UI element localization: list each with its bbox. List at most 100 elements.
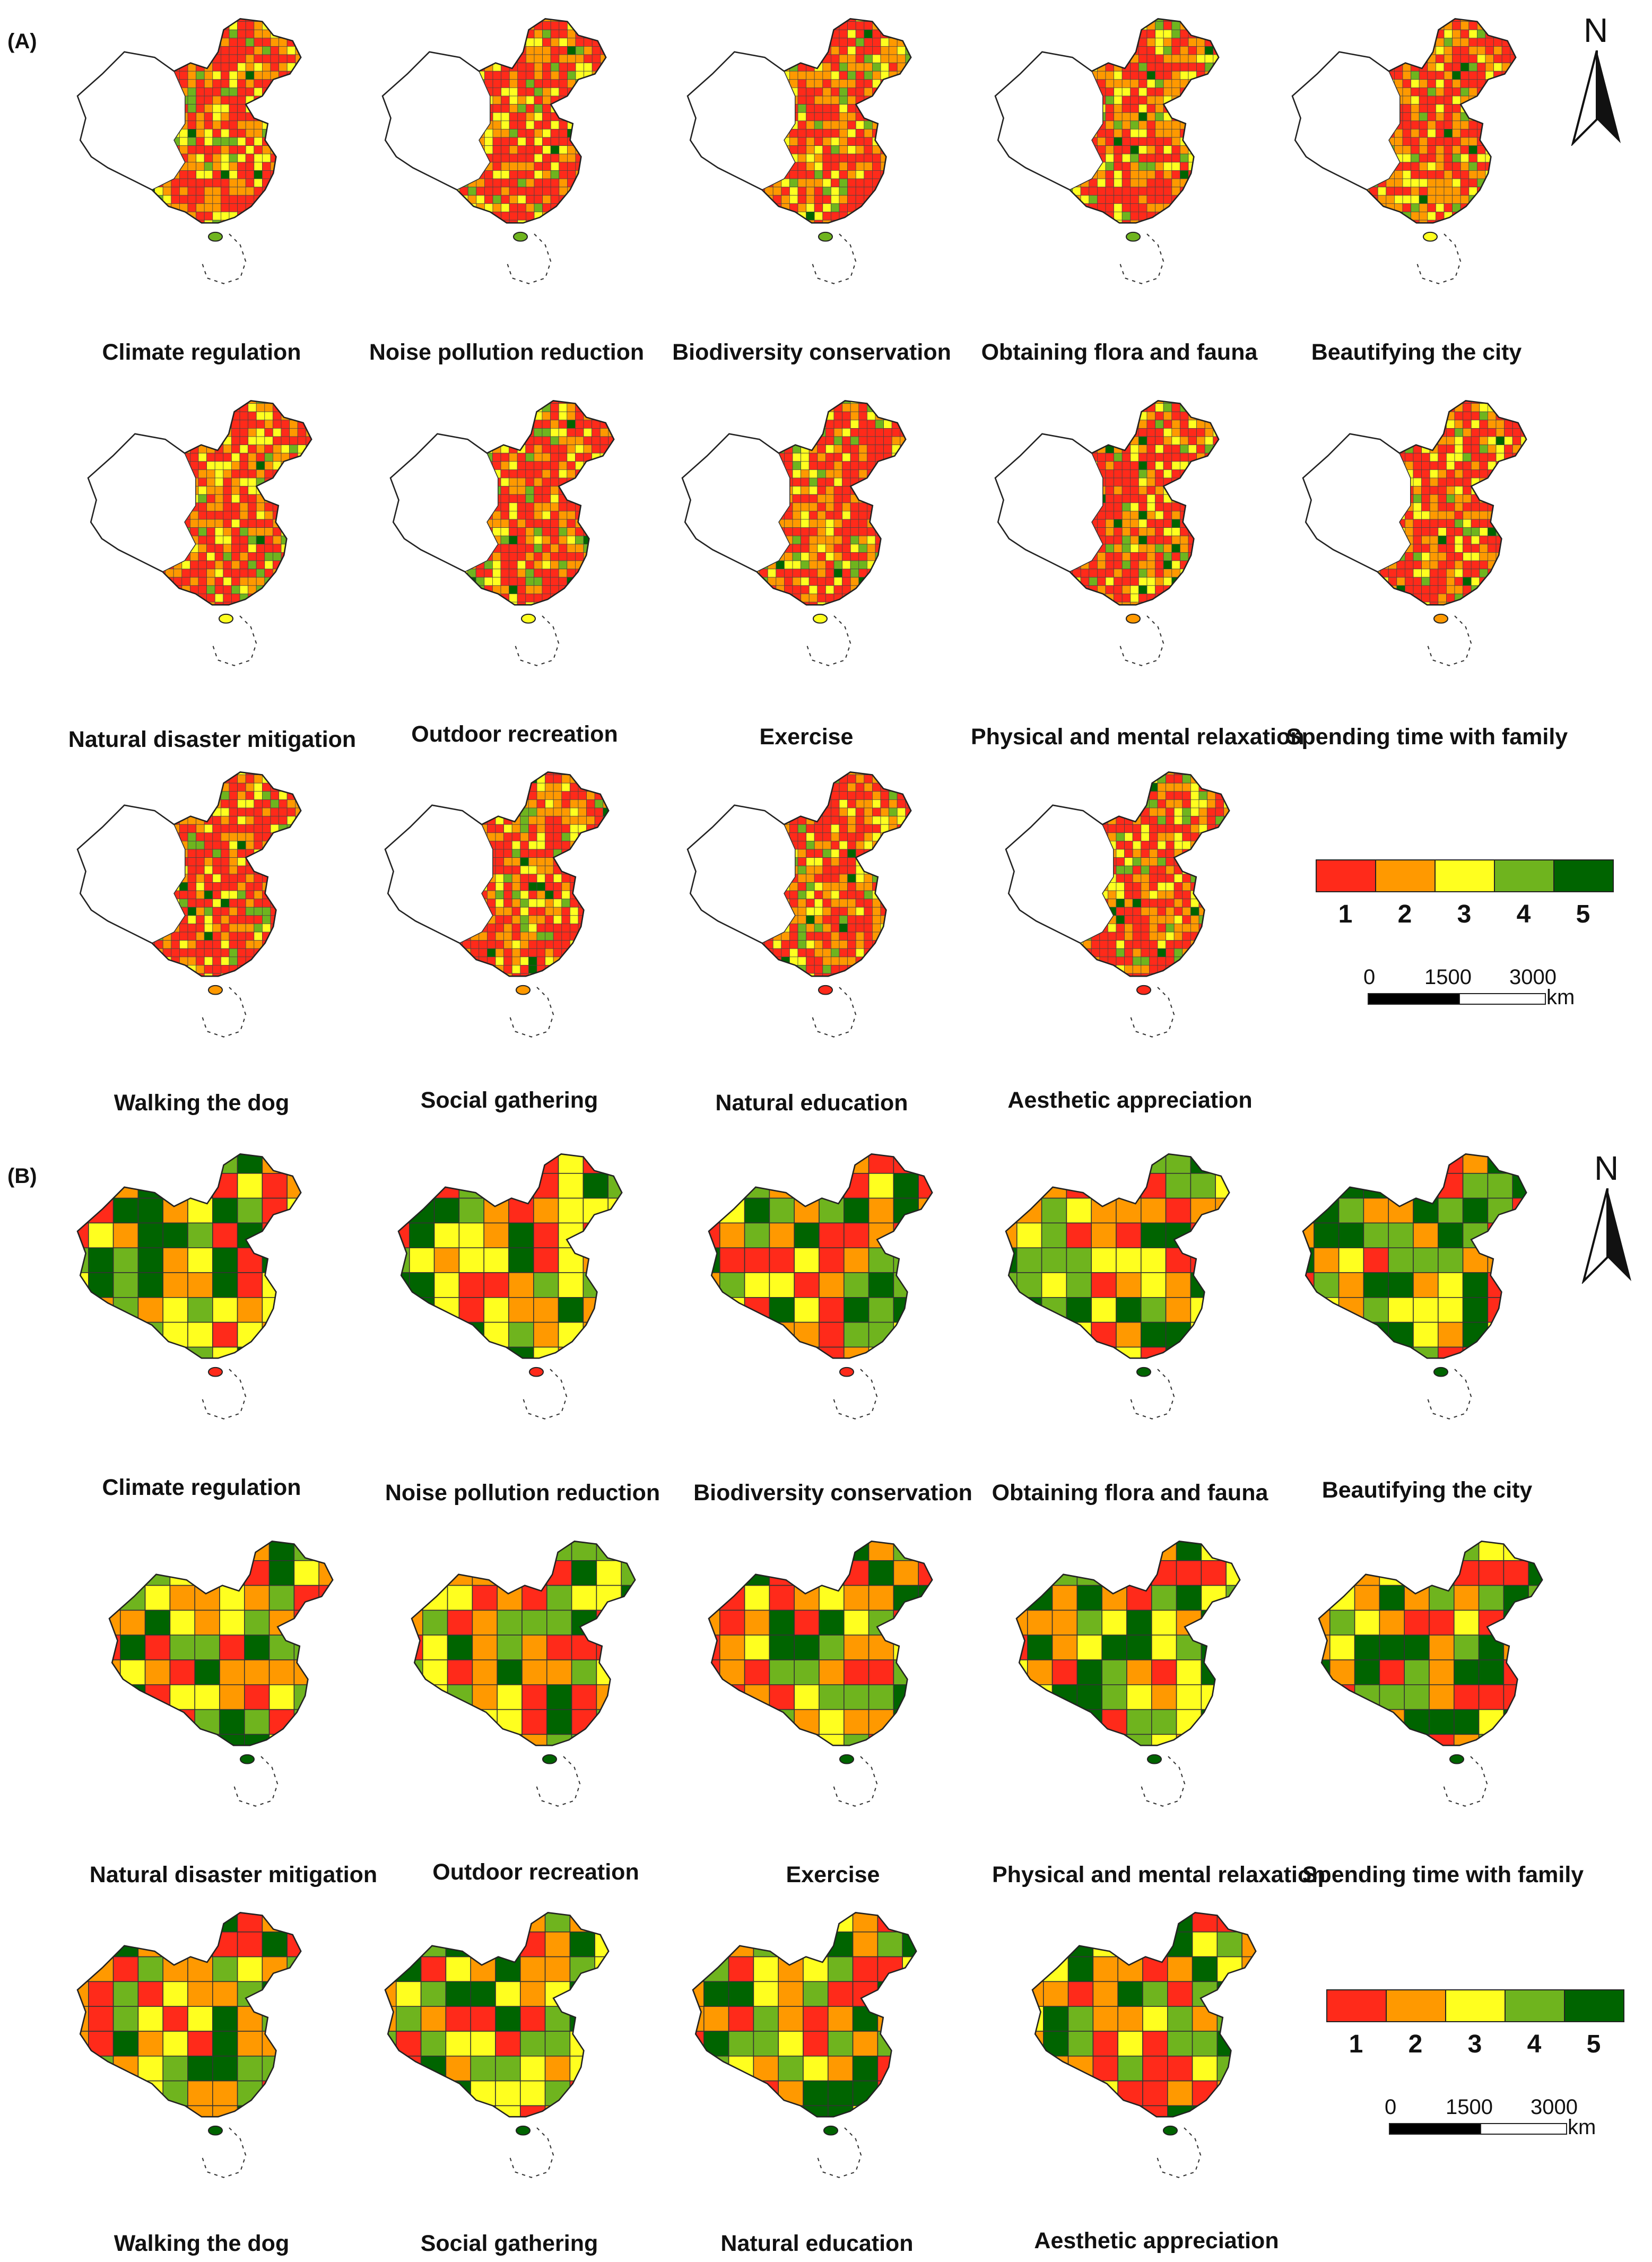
city-region — [995, 187, 998, 196]
city-region — [847, 88, 856, 97]
city-region — [1493, 187, 1502, 196]
city-region — [248, 403, 257, 412]
city-region — [90, 560, 100, 569]
city-region — [196, 212, 205, 221]
city-region — [1155, 38, 1164, 47]
city-region — [1411, 170, 1420, 179]
city-region — [797, 137, 806, 146]
city-region — [723, 19, 732, 22]
city-region — [981, 204, 990, 212]
city-region — [897, 187, 906, 196]
city-region — [248, 519, 257, 528]
city-region — [889, 170, 898, 179]
city-region — [1106, 229, 1114, 237]
city-region — [1518, 179, 1527, 187]
city-region — [772, 38, 782, 47]
city-region — [1294, 54, 1304, 63]
city-region — [254, 170, 263, 179]
city-region — [132, 602, 141, 605]
city-region — [889, 112, 898, 121]
city-region — [74, 569, 83, 578]
city-region — [1510, 21, 1516, 30]
city-region — [1402, 170, 1411, 179]
city-region — [550, 46, 560, 55]
city-region — [1518, 229, 1527, 237]
map-cell: Climate regulation — [53, 11, 350, 365]
city-region — [229, 95, 238, 105]
city-region — [132, 585, 141, 594]
city-region — [187, 21, 196, 30]
city-region — [855, 29, 865, 39]
city-region — [369, 112, 377, 121]
city-region — [1138, 54, 1147, 63]
city-region — [559, 137, 568, 146]
city-region — [459, 38, 468, 47]
city-region — [509, 401, 518, 404]
city-region — [797, 153, 806, 163]
city-region — [981, 112, 990, 121]
city-region — [1196, 178, 1205, 187]
city-region — [88, 403, 91, 412]
city-region — [1419, 187, 1428, 196]
city-region — [289, 552, 298, 561]
city-region — [889, 178, 898, 187]
city-region — [443, 38, 452, 47]
city-region — [715, 187, 724, 196]
city-region — [451, 46, 460, 55]
city-region — [248, 477, 257, 486]
city-region — [889, 104, 898, 113]
city-region — [476, 19, 485, 22]
city-region — [509, 21, 518, 30]
city-region — [995, 220, 998, 223]
city-region — [806, 137, 815, 146]
city-region — [526, 195, 535, 204]
city-region — [1427, 178, 1436, 187]
city-region — [889, 46, 898, 55]
city-region — [981, 220, 990, 229]
city-region — [674, 154, 682, 162]
city-region — [467, 19, 477, 22]
city-region — [90, 569, 100, 578]
city-region — [254, 38, 263, 47]
city-region — [434, 29, 444, 39]
city-region — [369, 229, 377, 237]
city-region — [757, 229, 765, 237]
city-region — [171, 19, 180, 22]
city-region — [1518, 63, 1527, 72]
city-region — [289, 594, 298, 603]
city-region — [289, 494, 298, 503]
city-region — [1047, 220, 1056, 223]
city-region — [905, 71, 911, 80]
city-region — [1501, 212, 1511, 221]
city-region — [289, 445, 298, 454]
city-region — [1294, 170, 1304, 179]
city-region — [1121, 129, 1131, 138]
city-region — [212, 187, 221, 196]
city-region — [981, 88, 990, 96]
city-region — [592, 145, 601, 154]
city-region — [1114, 170, 1123, 179]
city-region — [426, 401, 435, 404]
city-region — [1171, 29, 1180, 39]
city-region — [83, 611, 91, 619]
city-region — [1419, 38, 1428, 47]
city-region — [204, 46, 213, 55]
city-region — [212, 203, 221, 212]
city-region — [1171, 153, 1180, 163]
city-region — [116, 611, 124, 619]
city-region — [526, 54, 535, 63]
city-region — [558, 411, 568, 421]
city-region — [385, 29, 394, 39]
city-region — [1031, 203, 1040, 212]
city-region — [281, 611, 290, 619]
city-region — [608, 229, 617, 237]
city-region — [575, 178, 584, 187]
city-region — [501, 88, 510, 97]
city-region — [1130, 95, 1139, 105]
city-region — [1294, 178, 1304, 187]
city-region — [254, 79, 263, 88]
city-region — [584, 63, 593, 72]
city-region — [113, 212, 122, 221]
city-region — [80, 38, 89, 47]
city-region — [839, 29, 848, 39]
